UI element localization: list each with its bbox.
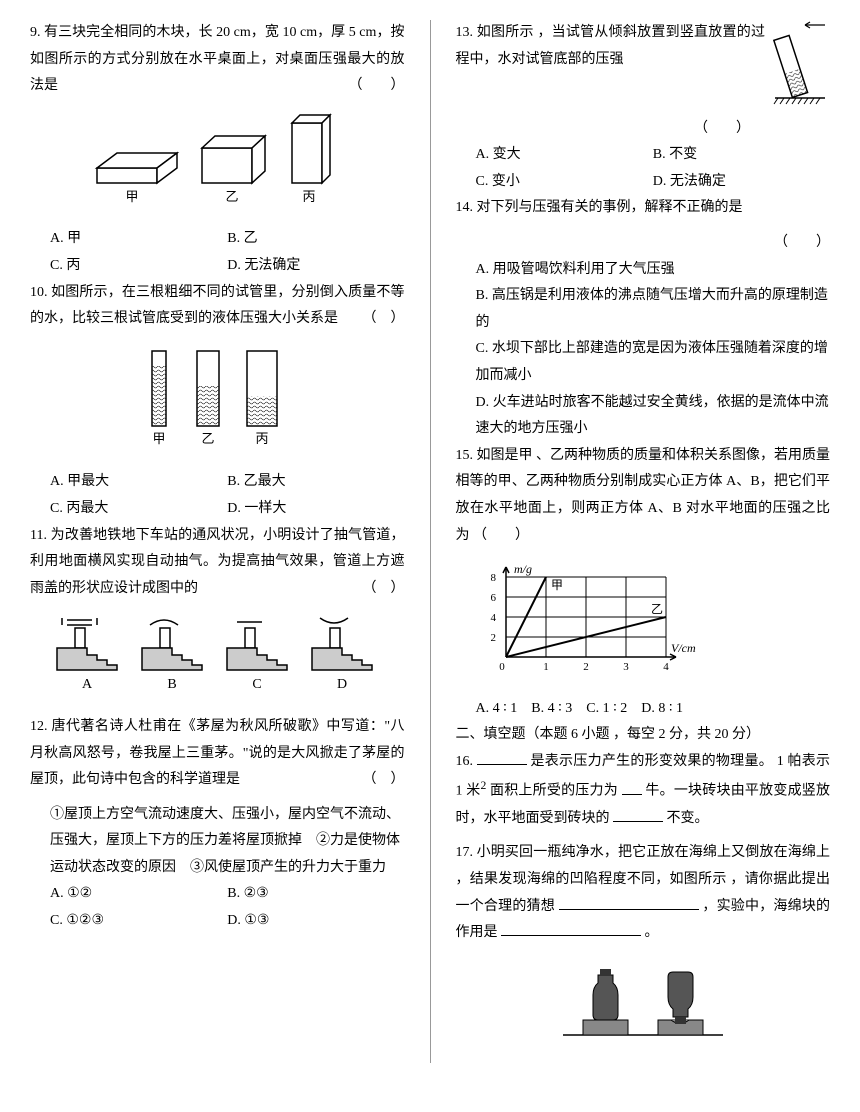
q10-opt-b: B. 乙最大 [227,469,404,496]
q9-opt-c: C. 丙 [50,253,227,280]
question-9: 9. 有三块完全相同的木块，长 20 cm，宽 10 cm，厚 5 cm，按如图… [30,20,405,100]
question-14: 14. 对下列与压强有关的事例，解释不正确的是 [456,195,831,222]
q16-blank-1[interactable] [477,750,527,765]
q13-text: 如图所示 ，当试管从倾斜放置到竖直放置的过程中，水对试管底部的压强 [456,25,766,67]
q10-options: A. 甲最大 B. 乙最大 C. 丙最大 D. 一样大 [30,469,405,522]
question-11: 11. 为改善地铁地下车站的通风状况，小明设计了抽气管道，利用地面横风实现自动抽… [30,523,405,603]
q13-figure [770,20,830,116]
svg-text:乙: 乙 [651,602,663,616]
svg-text:2: 2 [583,661,589,673]
q10-num: 10. [30,285,48,300]
q16-blank-2[interactable] [622,780,642,795]
q9-opt-a: A. 甲 [50,226,227,253]
q12-opt-d: D. ①③ [227,908,404,935]
q15-num: 15. [456,448,474,463]
q13-opt-d: D. 无法确定 [653,169,830,196]
q10-paren: （ ） [363,306,405,333]
svg-text:甲: 甲 [126,189,139,204]
q17-figure [456,955,831,1056]
q14-num: 14. [456,200,474,215]
svg-text:甲: 甲 [153,431,166,446]
q16-num: 16. [456,754,474,769]
q9-options: A. 甲 B. 乙 C. 丙 D. 无法确定 [30,226,405,279]
question-12: 12. 唐代著名诗人杜甫在《茅屋为秋风所破歌》中写道："八月秋高风怒号，卷我屋上… [30,714,405,794]
q14-opt-c: C. 水坝下部比上部建造的宽是因为液体压强随着深度的增加而减小 [476,336,831,389]
q10-opt-a: A. 甲最大 [50,469,227,496]
q10-opt-c: C. 丙最大 [50,496,227,523]
svg-text:乙: 乙 [202,431,215,446]
svg-text:4: 4 [490,612,496,624]
q9-num: 9. [30,25,41,40]
q17-text3: 。 [645,925,659,940]
q13-paren: （ ） [456,116,831,143]
q15-paren: （ ） [473,528,529,543]
q9-opt-d: D. 无法确定 [227,253,404,280]
q17-blank-2[interactable] [501,921,641,936]
q12-opt-a: A. ①② [50,881,227,908]
q13-options: A. 变大 B. 不变 C. 变小 D. 无法确定 [456,142,831,195]
svg-text:C: C [253,677,262,692]
q14-paren: （ ） [456,230,831,257]
q16-text4: 不变。 [667,811,709,826]
svg-text:0: 0 [499,661,505,673]
q11-text: 为改善地铁地下车站的通风状况，小明设计了抽气管道，利用地面横风实现自动抽气。为提… [30,528,405,596]
left-column: 9. 有三块完全相同的木块，长 20 cm，宽 10 cm，厚 5 cm，按如图… [30,20,405,1063]
q12-num: 12. [30,719,48,734]
q12-options: A. ①② B. ②③ C. ①②③ D. ①③ [30,881,405,934]
q15-chart: 甲 乙 m/g V/cm³ 2 4 6 8 1 2 3 4 0 [456,557,831,688]
svg-text:丙: 丙 [303,189,316,204]
svg-text:m/g: m/g [514,562,532,576]
q12-opt-b: B. ②③ [227,881,404,908]
q11-num: 11. [30,528,47,543]
question-15: 15. 如图是甲 、乙两种物质的质量和体积关系图像，若用质量相等的甲、乙两种物质… [456,443,831,549]
q11-paren: （ ） [363,576,405,603]
q14-text: 对下列与压强有关的事例，解释不正确的是 [477,200,743,215]
q9-opt-b: B. 乙 [227,226,404,253]
q9-paren: （ ） [349,73,405,100]
q17-num: 17. [456,845,474,860]
svg-text:1: 1 [543,661,549,673]
q12-paren: （ ） [363,767,405,794]
q14-opt-a: A. 用吸管喝饮料利用了大气压强 [476,257,831,284]
q15-options: A. 4 ∶ 1 B. 4 ∶ 3 C. 1 ∶ 2 D. 8 ∶ 1 [456,696,831,723]
question-16: 16. 是表示压力产生的形变效果的物理量。 1 帕表示 1 米2 面积上所受的压… [456,749,831,832]
svg-text:2: 2 [490,632,496,644]
q13-opt-c: C. 变小 [476,169,653,196]
svg-text:3: 3 [623,661,629,673]
right-column: 13. 如图所示 ，当试管从倾斜放置到竖直放置的过程中，水对试管底部的压强 （ … [456,20,831,1063]
q13-opt-a: A. 变大 [476,142,653,169]
question-17: 17. 小明买回一瓶纯净水，把它正放在海绵上又倒放在海绵上 ，结果发现海绵的凹陷… [456,840,831,946]
column-divider [430,20,431,1063]
q10-opt-d: D. 一样大 [227,496,404,523]
q14-opt-d: D. 火车进站时旅客不能越过安全黄线，依据的是流体中流速大的地方压强小 [476,390,831,443]
q14-options: A. 用吸管喝饮料利用了大气压强 B. 高压锅是利用液体的沸点随气压增大而升高的… [456,257,831,443]
section-2-header: 二、填空题（本题 6 小题 ，每空 2 分，共 20 分） [456,722,831,749]
svg-text:D: D [337,677,347,692]
svg-text:乙: 乙 [226,189,239,204]
q9-figure: 甲 乙 丙 [30,108,405,219]
q17-blank-1[interactable] [559,895,699,910]
question-10: 10. 如图所示，在三根粗细不同的试管里，分别倒入质量不等的水，比较三根试管底受… [30,280,405,333]
q12-text: 唐代著名诗人杜甫在《茅屋为秋风所破歌》中写道："八月秋高风怒号，卷我屋上三重茅。… [30,719,405,787]
svg-text:丙: 丙 [256,431,269,446]
svg-text:4: 4 [663,661,669,673]
q13-num: 13. [456,25,474,40]
q14-opt-b: B. 高压锅是利用液体的沸点随气压增大而升高的原理制造的 [476,283,831,336]
svg-text:B: B [168,677,177,692]
svg-text:A: A [82,677,93,692]
svg-text:6: 6 [490,592,496,604]
svg-text:甲: 甲 [551,578,563,592]
q12-items: ①屋顶上方空气流动速度大、压强小，屋内空气不流动、压强大，屋顶上下方的压力差将屋… [30,802,405,882]
svg-text:V/cm³: V/cm³ [671,641,696,655]
q12-opt-c: C. ①②③ [50,908,227,935]
q16-text2: 面积上所受的压力为 [486,784,618,799]
q13-opt-b: B. 不变 [653,142,830,169]
svg-text:8: 8 [490,572,496,584]
q10-figure: 甲 乙 丙 [30,341,405,462]
q11-figure: A B C [30,610,405,706]
q16-blank-3[interactable] [613,807,663,822]
q10-text: 如图所示，在三根粗细不同的试管里，分别倒入质量不等的水，比较三根试管底受到的液体… [30,285,405,327]
